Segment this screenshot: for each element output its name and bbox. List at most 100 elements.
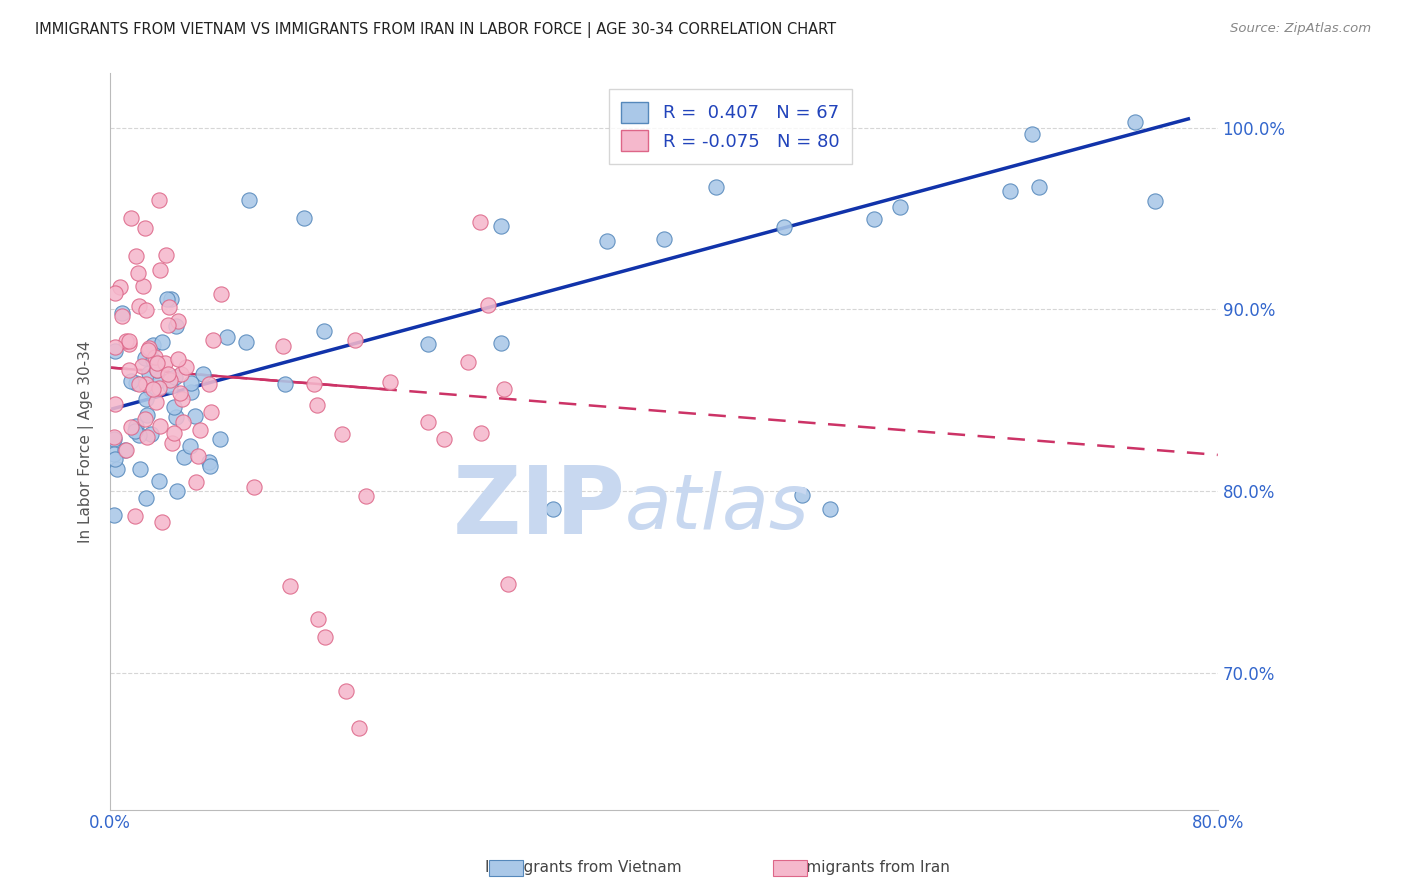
Point [170,367,193,381]
Point [157,300,180,314]
Point [344,333,367,347]
Point [149,418,172,433]
Point [157,367,180,381]
Point [118,334,141,348]
Point [193,368,215,382]
Point [111,306,134,320]
Point [143,351,166,365]
Point [596,234,619,248]
Point [152,334,174,349]
Point [163,369,186,384]
Point [217,329,239,343]
Point [145,362,167,376]
Point [135,303,157,318]
Point [149,373,172,387]
Point [142,352,165,367]
Point [477,297,499,311]
Point [209,286,232,301]
Point [292,211,315,226]
Point [773,219,796,234]
Point [302,377,325,392]
Point [110,280,132,294]
Point [135,376,157,391]
Point [148,380,170,394]
Point [156,292,179,306]
Point [432,432,454,446]
Text: atlas: atlas [626,471,810,544]
Point [138,341,160,355]
Point [200,405,222,419]
Point [159,373,181,387]
Point [124,424,146,438]
Point [136,429,159,443]
Point [125,418,148,433]
Point [132,278,155,293]
Point [312,325,335,339]
Point [103,433,125,447]
Point [118,363,141,377]
Point [792,488,814,502]
Point [103,285,125,300]
Point [169,386,191,401]
Point [889,200,911,214]
Text: Source: ZipAtlas.com: Source: ZipAtlas.com [1230,22,1371,36]
Point [243,479,266,493]
Point [998,184,1021,198]
Point [470,215,492,229]
Point [165,409,187,424]
Point [238,194,260,208]
Point [114,443,136,458]
Point [155,248,177,262]
Point [128,299,150,313]
Point [274,376,297,391]
Point [135,491,157,505]
Point [202,333,225,347]
Point [198,459,221,474]
Point [138,366,160,380]
Point [146,363,169,377]
Point [1028,180,1050,194]
Point [380,376,402,390]
Point [307,398,329,412]
Point [416,336,439,351]
Point [470,426,492,441]
Point [187,449,209,463]
Point [160,293,183,307]
Point [128,376,150,391]
Point [157,318,180,333]
Point [180,384,202,399]
Point [170,392,193,406]
Point [166,314,188,328]
Point [489,335,512,350]
Point [135,408,157,422]
Point [121,374,143,388]
Point [104,451,127,466]
Point [142,338,165,352]
Point [1021,127,1043,141]
Point [416,415,439,429]
Point [167,351,190,366]
Point [148,194,170,208]
Point [159,379,181,393]
Point [103,343,125,358]
Point [134,220,156,235]
Point [160,436,183,450]
Point [1123,115,1146,129]
Point [652,232,675,246]
Point [104,397,127,411]
Point [863,212,886,227]
Text: ZIP: ZIP [453,461,626,554]
Point [335,684,357,698]
Point [153,356,176,370]
Point [704,179,727,194]
Point [198,454,221,468]
Point [145,395,167,409]
Point [139,426,162,441]
Point [104,340,127,354]
Point [184,475,207,489]
Point [131,359,153,373]
Y-axis label: In Labor Force | Age 30-34: In Labor Force | Age 30-34 [79,340,94,542]
Point [114,334,136,348]
Point [103,447,125,461]
Point [818,502,841,516]
